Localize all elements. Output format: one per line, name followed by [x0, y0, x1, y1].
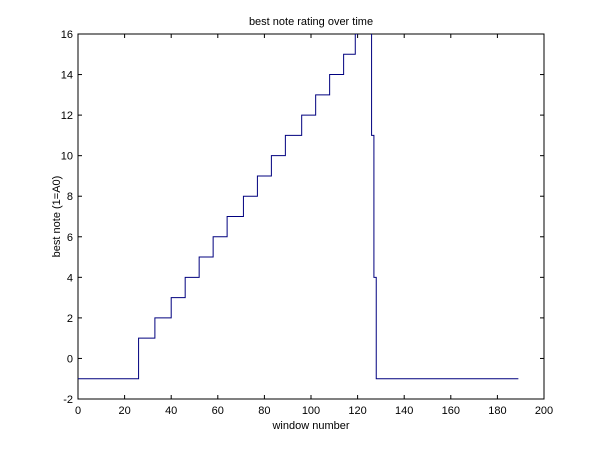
y-tick-label: -2 — [63, 394, 73, 406]
y-tick-label: 8 — [67, 191, 73, 203]
y-tick-label: 4 — [67, 272, 73, 284]
x-axis-label: window number — [271, 420, 349, 432]
y-tick-label: 6 — [67, 232, 73, 244]
series-line — [78, 34, 519, 380]
x-tick-label: 200 — [535, 405, 553, 417]
x-tick-label: 0 — [75, 405, 81, 417]
x-tick-label: 160 — [442, 405, 460, 417]
chart-title: best note rating over time — [249, 16, 373, 28]
y-tick-label: 14 — [61, 70, 73, 82]
x-tick-label: 180 — [488, 405, 506, 417]
y-axis-label: best note (1=A0) — [51, 176, 63, 258]
x-tick-label: 60 — [212, 405, 224, 417]
x-tick-label: 120 — [348, 405, 366, 417]
x-ticks: 0 20 40 60 80 100 120 140 160 180 200 — [75, 34, 553, 417]
y-tick-label: 2 — [67, 313, 73, 325]
x-tick-label: 80 — [258, 405, 270, 417]
x-tick-label: 40 — [165, 405, 177, 417]
x-tick-label: 140 — [395, 405, 413, 417]
y-ticks: -2 0 2 4 6 8 10 12 14 16 — [61, 29, 544, 406]
y-tick-label: 10 — [61, 151, 73, 163]
y-tick-label: 16 — [61, 29, 73, 41]
plot-area — [77, 33, 545, 400]
series-layer — [78, 34, 519, 380]
x-tick-label: 20 — [118, 405, 130, 417]
y-tick-label: 12 — [61, 110, 73, 122]
x-tick-label: 100 — [302, 405, 320, 417]
y-tick-label: 0 — [67, 353, 73, 365]
